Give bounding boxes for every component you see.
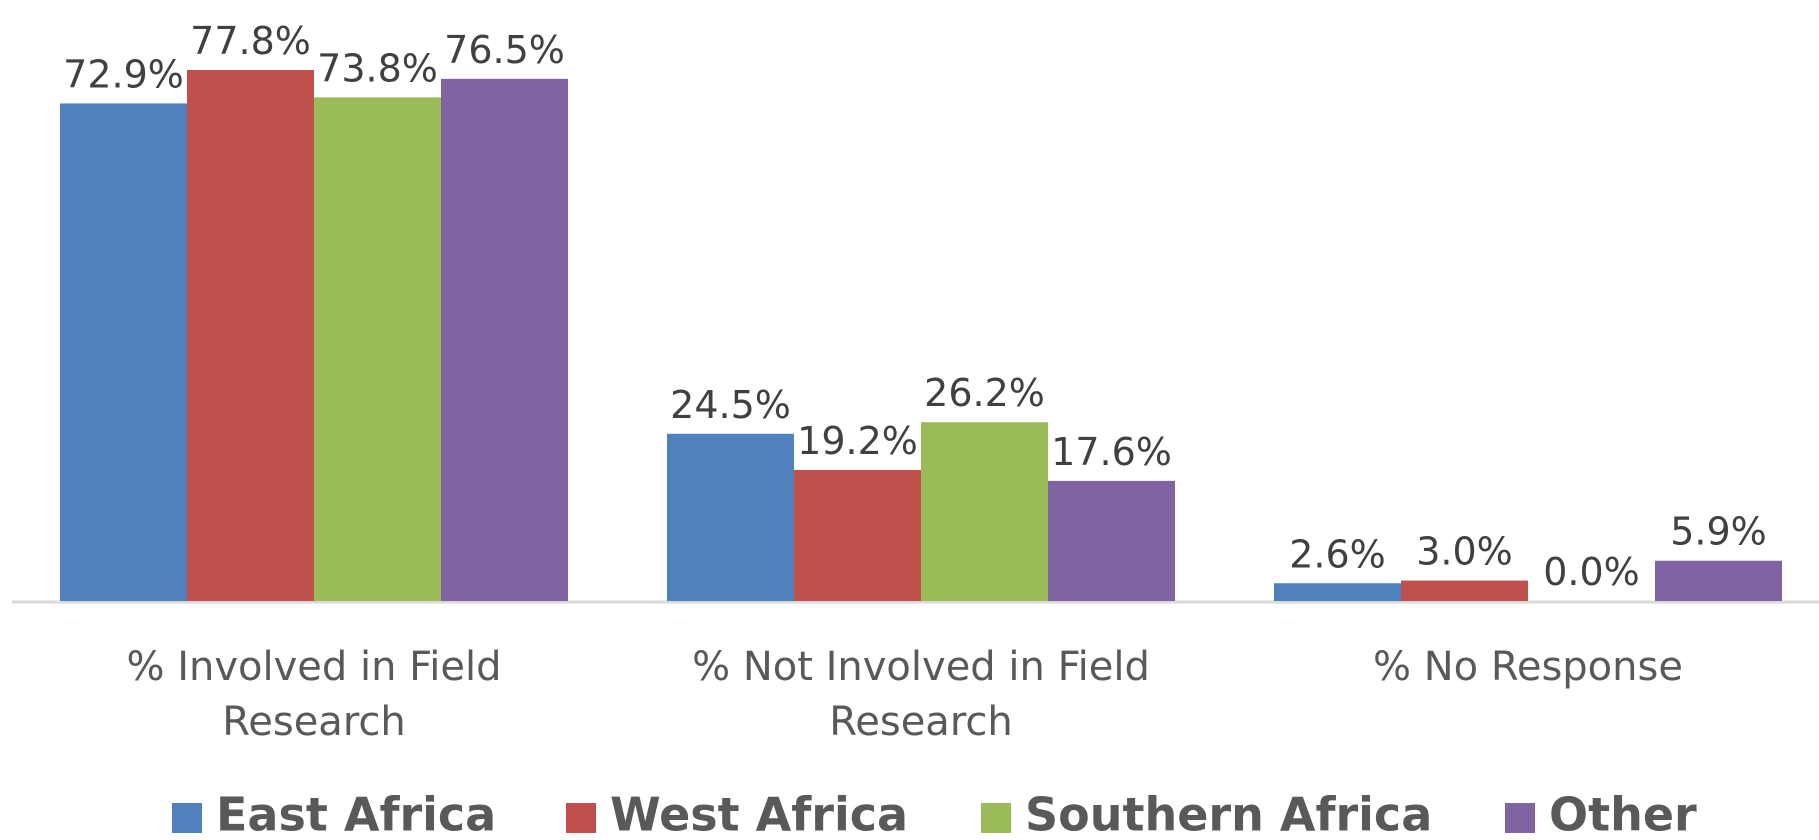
data-label: 73.8% [317, 46, 438, 90]
bar [1274, 583, 1401, 601]
legend-label: Other [1549, 788, 1697, 840]
data-label: 72.9% [63, 52, 184, 96]
data-label: 5.9% [1670, 510, 1767, 554]
data-label: 3.0% [1416, 530, 1513, 574]
bar [187, 70, 314, 601]
legend-label: East Africa [216, 788, 496, 840]
data-label: 17.6% [1051, 430, 1172, 474]
data-label: 19.2% [797, 419, 918, 463]
bar [314, 97, 441, 601]
bar [921, 422, 1048, 601]
bar [1048, 480, 1175, 601]
x-tick-label: % No Response [1373, 644, 1683, 690]
legend-label: Southern Africa [1025, 788, 1432, 840]
bar [60, 103, 187, 601]
data-label: 24.5% [670, 383, 791, 427]
x-tick-label: % Not Involved in Field Research [692, 644, 1150, 745]
data-label: 77.8% [190, 19, 311, 63]
data-label: 76.5% [444, 28, 565, 72]
data-label: 26.2% [924, 371, 1045, 415]
bar [441, 78, 568, 602]
data-label: 2.6% [1289, 532, 1386, 576]
bar [667, 433, 794, 601]
data-label: 0.0% [1543, 550, 1640, 594]
bar [1401, 580, 1528, 601]
legend-swatch [172, 803, 202, 833]
legend-swatch [981, 803, 1011, 833]
legend-label: West Africa [610, 788, 908, 840]
legend-swatch [566, 803, 596, 833]
x-tick-label: % Involved in Field Research [126, 644, 502, 745]
bar [794, 469, 921, 601]
legend-swatch [1505, 803, 1535, 833]
bar [1655, 560, 1782, 601]
